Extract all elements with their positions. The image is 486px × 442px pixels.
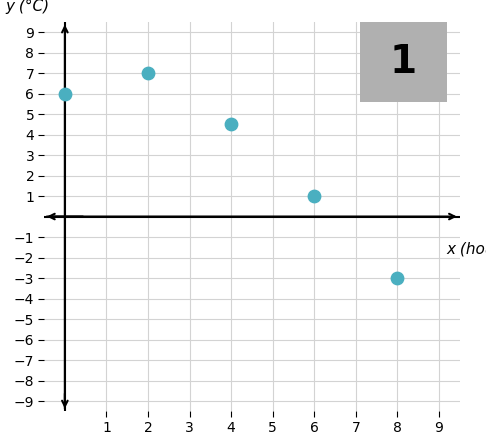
Point [394, 274, 401, 282]
X-axis label: x (hours): x (hours) [446, 242, 486, 257]
Point [311, 193, 318, 200]
Point [227, 121, 235, 128]
FancyBboxPatch shape [355, 18, 451, 106]
Y-axis label: y (°C): y (°C) [5, 0, 50, 14]
Text: 1: 1 [390, 43, 417, 81]
Point [144, 69, 152, 76]
Point [61, 90, 69, 97]
